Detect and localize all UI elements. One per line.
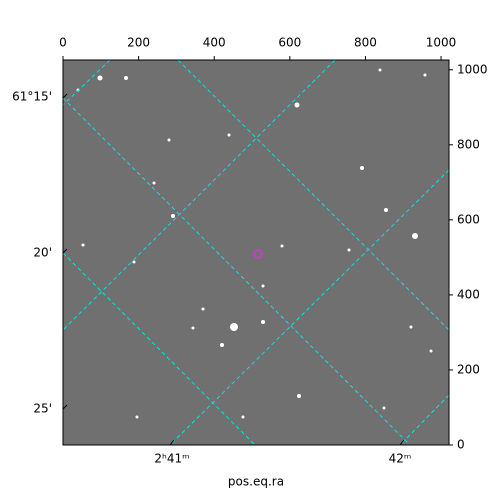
star [220,343,224,347]
ra-tick [169,439,175,446]
star [97,75,103,81]
star [347,248,351,252]
y-tick-label: 0 [457,438,465,452]
x-tick-label: 1000 [426,36,457,50]
star [230,323,238,331]
ra-grid-line [63,97,411,445]
x-tick-label: 200 [127,36,150,50]
world-ticks [62,93,405,446]
y-tick-label: 800 [457,137,480,151]
star [227,133,231,137]
y-tick-label: 600 [457,212,480,226]
star [135,415,139,419]
star [261,320,265,324]
star [241,415,245,419]
star [382,406,386,410]
star [360,166,364,170]
x-tick-label: 800 [354,36,377,50]
dec-grid-line [169,169,449,445]
star [152,181,156,185]
ra-grid-line [177,60,449,331]
star [378,68,382,72]
y-tick-label: 200 [457,362,480,376]
star [412,233,418,239]
star [280,244,284,248]
ra-grid-line [63,252,256,445]
image [63,60,449,445]
star [423,73,427,77]
target-marker [253,249,263,259]
ra-tick-label: 42ᵐ [389,452,412,466]
dec-tick [62,248,68,254]
star [81,243,85,247]
dec-tick [62,404,68,410]
y-tick-label: 400 [457,287,480,301]
dec-tick-label: 20' [33,246,52,260]
star [429,349,433,353]
star [297,394,301,398]
star [171,214,175,218]
star [409,325,413,329]
star [132,260,136,264]
x-tick-label: 400 [203,36,226,50]
stars [76,68,433,419]
star [261,284,265,288]
ra-tick-label: 2ʰ41ᵐ [154,452,189,466]
y-tick-label: 1000 [457,62,488,76]
dec-grid-line [399,394,449,445]
star [167,138,171,142]
star [384,208,388,212]
dec-tick [62,93,68,99]
dec-grid-line [63,60,111,106]
star [201,307,205,311]
dec-tick-label: 25' [33,402,52,416]
dec-grid-line [63,60,336,331]
star [294,102,300,108]
dec-tick-label: 61°15' [12,90,52,104]
x-tick-label: 600 [278,36,301,50]
x-axis-label: pos.eq.ra [228,475,284,489]
coordinate-grid [63,60,449,445]
ra-tick [399,439,405,446]
star [191,326,195,330]
x-tick-label: 0 [59,36,67,50]
star [124,76,128,80]
